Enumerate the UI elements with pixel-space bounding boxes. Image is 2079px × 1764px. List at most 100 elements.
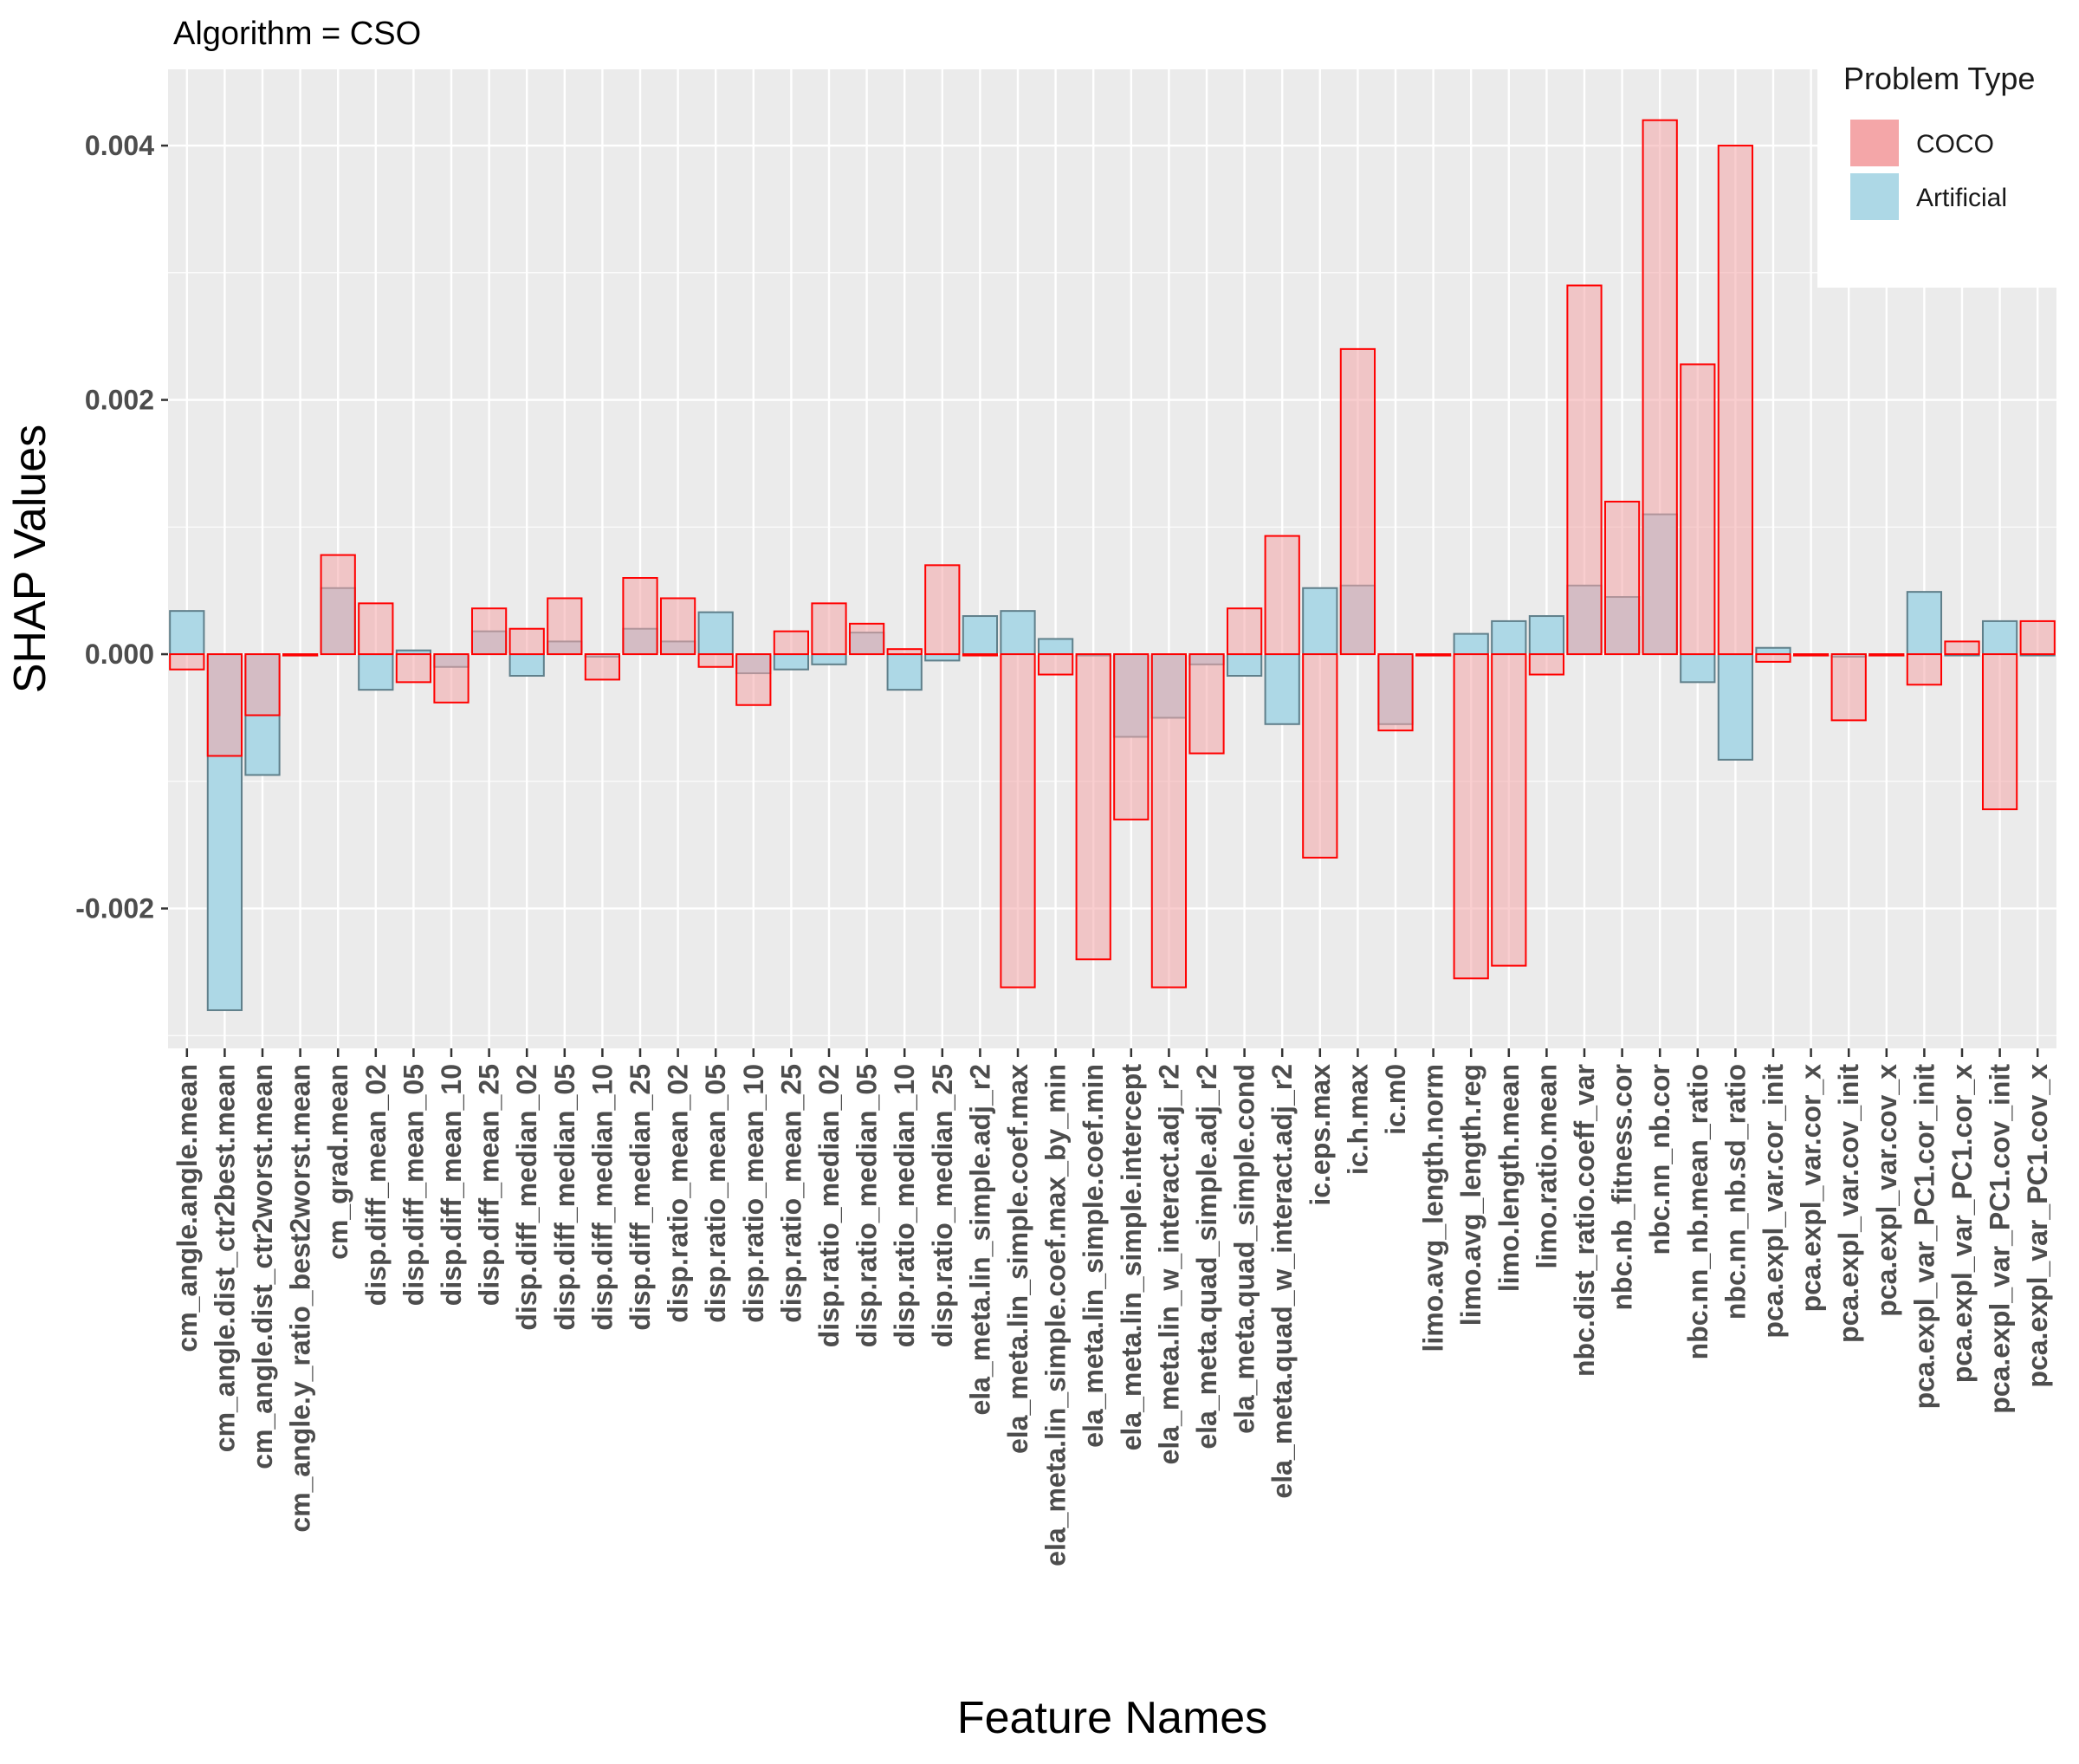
x-tick-label: disp.ratio_median_05 <box>852 1064 883 1347</box>
y-axis-label: SHAP Values <box>5 425 55 693</box>
coco-bar <box>1037 653 1074 676</box>
legend-label-coco: COCO <box>1916 130 1994 159</box>
artificial-bar <box>811 653 847 665</box>
artificial-bar <box>1302 587 1338 656</box>
coco-bar <box>1680 363 1716 656</box>
coco-bar <box>169 653 205 671</box>
x-tick-label: pca.expl_var_PC1.cor_init <box>1908 1064 1940 1410</box>
x-tick-label: cm_angle.y_ratio_best2worst.mean <box>285 1064 316 1533</box>
coco-bar <box>924 564 961 656</box>
artificial-bar <box>358 653 394 691</box>
x-tick-label: pca.expl_var_PC1.cov_init <box>1985 1064 2016 1414</box>
x-tick-label: cm_angle.angle.mean <box>172 1064 203 1352</box>
x-tick-label: nbc.dist_ratio.coeff_var <box>1569 1064 1600 1377</box>
x-tick-label: limo.avg_length.norm <box>1418 1064 1449 1352</box>
coco-bar <box>1566 284 1603 656</box>
coco-bar <box>659 597 696 656</box>
artificial-bar <box>697 611 734 656</box>
x-tick-label: disp.diff_mean_10 <box>436 1064 467 1306</box>
artificial-bar <box>1000 610 1036 656</box>
x-tick-label: ic.eps.max <box>1305 1064 1336 1206</box>
x-tick-label: ela_meta.quad_simple.adj_r2 <box>1191 1064 1222 1449</box>
coco-bar <box>1642 119 1678 656</box>
y-tick-label: 0.004 <box>85 130 154 161</box>
coco-bar <box>395 653 432 684</box>
coco-bar <box>773 630 810 656</box>
x-tick-label: disp.diff_mean_25 <box>474 1064 505 1306</box>
legend-key-coco <box>1850 120 1899 166</box>
x-tick-label: disp.ratio_median_25 <box>927 1064 958 1347</box>
artificial-bar <box>1453 632 1489 656</box>
coco-bar <box>1830 653 1867 722</box>
x-tick-label: ela_meta.lin_simple.coef.max <box>1002 1064 1033 1454</box>
x-tick-label: disp.ratio_mean_25 <box>775 1064 806 1323</box>
coco-bar <box>1113 653 1150 820</box>
x-tick-label: ela_meta.lin_w_interact.adj_r2 <box>1153 1064 1184 1464</box>
x-tick-label: disp.diff_median_10 <box>586 1064 618 1331</box>
x-tick-label: limo.length.mean <box>1493 1064 1525 1292</box>
x-tick-label: pca.expl_var.cor_init <box>1758 1064 1789 1339</box>
x-tick-label: disp.diff_median_05 <box>549 1064 580 1331</box>
artificial-bar <box>1981 619 2018 656</box>
artificial-bar <box>1528 615 1565 656</box>
coco-bar <box>886 648 923 656</box>
x-axis-label: Feature Names <box>957 1693 1267 1743</box>
legend: Problem Type COCO Artificial <box>1817 52 2079 288</box>
coco-bar <box>1339 347 1376 656</box>
facet-title: Algorithm = CSO <box>173 16 422 52</box>
artificial-bar <box>773 653 810 671</box>
coco-bar <box>962 653 999 657</box>
x-tick-label: disp.ratio_mean_05 <box>700 1064 731 1323</box>
x-tick-label: limo.ratio.mean <box>1531 1064 1562 1269</box>
coco-bar <box>1491 653 1527 967</box>
x-tick-label: cm_angle.dist_ctr2best.mean <box>209 1064 240 1452</box>
legend-label-artificial: Artificial <box>1916 184 2008 212</box>
coco-bar <box>1906 653 1943 686</box>
artificial-bar <box>1264 653 1300 725</box>
x-tick-label: disp.ratio_mean_10 <box>738 1064 769 1323</box>
artificial-bar <box>1717 653 1754 761</box>
coco-bar <box>320 554 356 656</box>
x-tick-label: disp.diff_mean_02 <box>360 1064 392 1306</box>
x-tick-label: cm_angle.dist_ctr2worst.mean <box>247 1064 278 1469</box>
coco-bar <box>1792 653 1830 657</box>
x-tick-label: ela_meta.lin_simple.coef.min <box>1078 1064 1109 1448</box>
coco-bar <box>1453 653 1489 980</box>
artificial-bar <box>962 615 999 656</box>
coco-bar <box>1000 653 1036 989</box>
coco-bar <box>470 607 508 656</box>
x-tick-label: ic.h.max <box>1342 1064 1373 1175</box>
artificial-bar <box>1680 653 1716 684</box>
coco-bar <box>1944 640 1980 656</box>
coco-bar <box>1150 653 1188 989</box>
coco-bar <box>1264 535 1300 656</box>
x-axis: cm_angle.angle.mean cm_angle.dist_ctr2bes… <box>172 1048 2053 1566</box>
y-tick-label: 0.002 <box>85 385 154 416</box>
x-tick-label: pca.expl_var.cov_init <box>1833 1064 1864 1343</box>
x-tick-label: pca.expl_var_PC1.cor_x <box>1946 1064 1978 1383</box>
coco-bar <box>1603 500 1641 656</box>
artificial-bar <box>1906 591 1943 656</box>
coco-bar <box>1717 145 1754 656</box>
coco-bar <box>433 653 470 704</box>
artificial-bar <box>886 653 923 691</box>
coco-bar <box>1528 653 1565 676</box>
artificial-bar <box>1226 653 1263 678</box>
coco-bar <box>508 627 545 656</box>
x-tick-label: nbc.nn_nb.mean_ratio <box>1682 1064 1713 1359</box>
x-tick-label: ela_meta.lin_simple.intercept <box>1116 1064 1147 1451</box>
x-tick-label: pca.expl_var.cov_x <box>1871 1064 1902 1317</box>
x-tick-label: disp.ratio_median_02 <box>813 1064 845 1347</box>
coco-bar <box>735 653 772 706</box>
y-tick-label: -0.002 <box>75 893 154 924</box>
x-tick-label: pca.expl_var.cor_x <box>1796 1064 1827 1313</box>
coco-bar <box>811 602 847 656</box>
artificial-bar <box>1037 638 1074 656</box>
coco-bar <box>2019 619 2056 656</box>
coco-bar <box>1075 653 1111 961</box>
coco-bar <box>1755 653 1791 663</box>
x-tick-label: ela_meta.lin_simple.coef.max_by_min <box>1040 1064 1072 1566</box>
coco-bar <box>1302 653 1338 859</box>
legend-key-artificial <box>1850 173 1899 220</box>
